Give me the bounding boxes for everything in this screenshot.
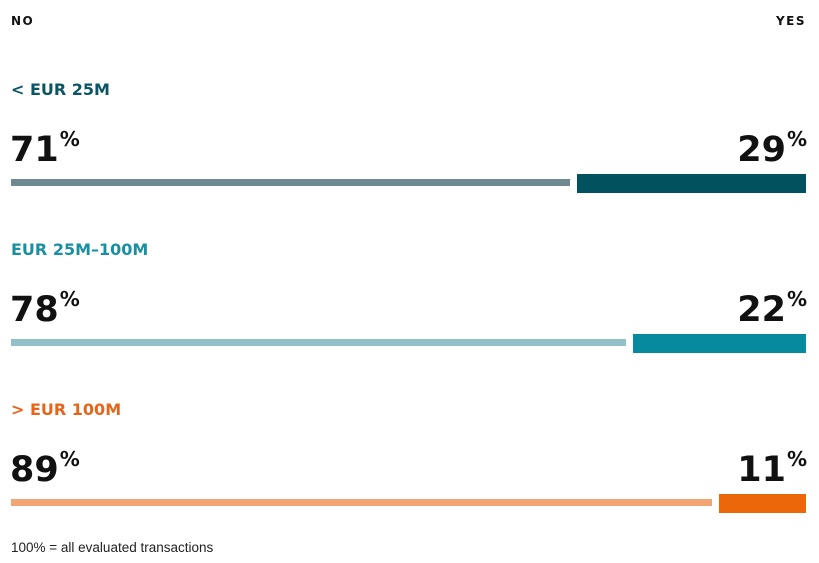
no-bar xyxy=(11,339,626,346)
no-percent-label: 89% xyxy=(10,447,80,490)
category-label: > EUR 100M xyxy=(11,400,122,419)
no-percent-label: 78% xyxy=(10,287,80,330)
no-percent-label: 71% xyxy=(10,127,80,170)
yes-bar xyxy=(633,334,806,353)
footnote: 100% = all evaluated transactions xyxy=(11,540,214,555)
yes-percent-label: 29% xyxy=(737,127,807,170)
category-label: EUR 25M–100M xyxy=(11,240,149,259)
yes-header: YES xyxy=(775,14,806,28)
yes-bar xyxy=(577,174,806,193)
category-label: < EUR 25M xyxy=(11,80,110,99)
yes-percent-label: 11% xyxy=(737,447,807,490)
yes-bar xyxy=(719,494,806,513)
yes-percent-label: 22% xyxy=(737,287,807,330)
no-header: NO xyxy=(11,14,35,28)
no-bar xyxy=(11,179,570,186)
no-bar xyxy=(11,499,712,506)
